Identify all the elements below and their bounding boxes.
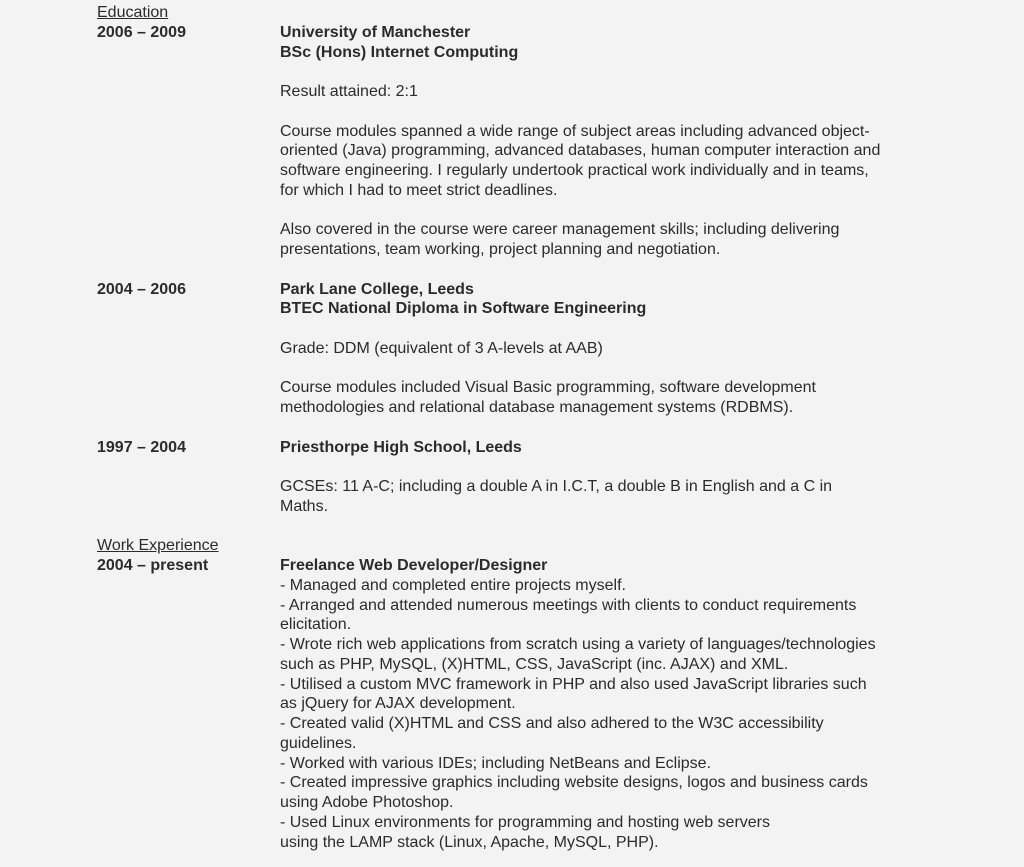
section-heading: Education: [97, 4, 169, 21]
bullet-line: as jQuery for AJAX development.: [280, 695, 516, 713]
text-line: software engineering. I regularly undert…: [280, 162, 869, 179]
paragraph: Course modules spanned a wide range of s…: [280, 122, 880, 201]
entry-date: 2004 – present: [97, 557, 209, 574]
text-line: Maths.: [280, 497, 329, 515]
spacer: [280, 62, 880, 82]
entry-title: BSc (Hons) Internet Computing: [280, 43, 519, 61]
entry-title: Park Lane College, Leeds: [280, 280, 474, 298]
entry-body: Park Lane College, Leeds BTEC National Di…: [280, 280, 816, 418]
paragraph: GCSEs: 11 A-C; including a double A in I…: [280, 477, 832, 517]
entry: 2004 – 2006 Park Lane College, Leeds BTEC …: [97, 280, 880, 418]
spacer: [97, 517, 880, 537]
bullet-line: - Arranged and attended numerous meeting…: [280, 596, 857, 614]
text-line: methodologies and relational database ma…: [280, 399, 794, 416]
bullet-line: - Managed and completed entire projects …: [280, 576, 626, 594]
bullet-line: using Adobe Photoshop.: [280, 794, 454, 811]
bullet-line: guidelines.: [280, 734, 357, 752]
section-education: Education 2006 – 2009 University of Manche…: [97, 3, 880, 536]
spacer: [280, 102, 880, 122]
text-line: presentations, team working, project pla…: [280, 241, 721, 258]
entry-date: 2004 – 2006: [97, 280, 186, 298]
entry-body: University of Manchester BSc (Hons) Inter…: [280, 23, 880, 260]
entry: 1997 – 2004 Priesthorpe High School, Leed…: [97, 438, 880, 517]
cv-document: Education 2006 – 2009 University of Manche…: [97, 3, 880, 852]
bullet-line: - Utilised a custom MVC framework in PHP…: [280, 675, 867, 693]
paragraph: Grade: DDM (equivalent of 3 A-levels at …: [280, 339, 816, 359]
entry-body: Freelance Web Developer/Designer - Manage…: [280, 556, 876, 852]
bullet-line: - Created impressive graphics including …: [280, 774, 868, 792]
paragraph: Course modules included Visual Basic pro…: [280, 378, 816, 418]
section-work-experience: Work Experience 2004 – present Freelance W…: [97, 536, 880, 852]
spacer: [97, 260, 880, 280]
paragraph: Result attained: 2:1: [280, 82, 880, 102]
entry-date: 1997 – 2004: [97, 438, 186, 456]
text-line: oriented (Java) programming, advanced da…: [280, 142, 881, 160]
paragraph: Also covered in the course were career m…: [280, 220, 880, 260]
text-line: Also covered in the course were career m…: [280, 221, 840, 239]
entry: 2004 – present Freelance Web Developer/De…: [97, 556, 880, 852]
spacer: [280, 319, 816, 339]
spacer: [280, 457, 832, 477]
text-line: for which I had to meet strict deadlines…: [280, 181, 558, 199]
text-line: Grade: DDM (equivalent of 3 A-levels at …: [280, 339, 603, 357]
spacer: [280, 359, 816, 379]
entry-title: Priesthorpe High School, Leeds: [280, 438, 522, 456]
entry-body: Priesthorpe High School, Leeds GCSEs: 11 …: [280, 438, 832, 517]
text-line: Result attained: 2:1: [280, 83, 418, 100]
bullet-line: - Wrote rich web applications from scrat…: [280, 636, 876, 653]
entry-date: 2006 – 2009: [97, 23, 186, 41]
bullet-line: - Used Linux environments for programmin…: [280, 813, 771, 831]
bullet-line: such as PHP, MySQL, (X)HTML, CSS, JavaSc…: [280, 655, 789, 673]
bullet-line: - Worked with various IDEs; including Ne…: [280, 754, 712, 772]
entry: 2006 – 2009 University of Manchester BSc (…: [97, 23, 880, 260]
spacer: [280, 201, 880, 221]
text-line: Course modules spanned a wide range of s…: [280, 122, 870, 140]
entry-title: Freelance Web Developer/Designer: [280, 557, 548, 574]
text-line: GCSEs: 11 A-C; including a double A in I…: [280, 478, 833, 495]
bullet-line: - Created valid (X)HTML and CSS and also…: [280, 715, 824, 732]
entry-title: University of Manchester: [280, 23, 471, 41]
entry-title: BTEC National Diploma in Software Engine…: [280, 300, 647, 318]
text-line: Course modules included Visual Basic pro…: [280, 379, 816, 397]
bullet-line: elicitation.: [280, 616, 352, 634]
section-heading: Work Experience: [97, 537, 219, 555]
bullet-line: using the LAMP stack (Linux, Apache, MyS…: [280, 833, 659, 851]
spacer: [97, 418, 880, 438]
